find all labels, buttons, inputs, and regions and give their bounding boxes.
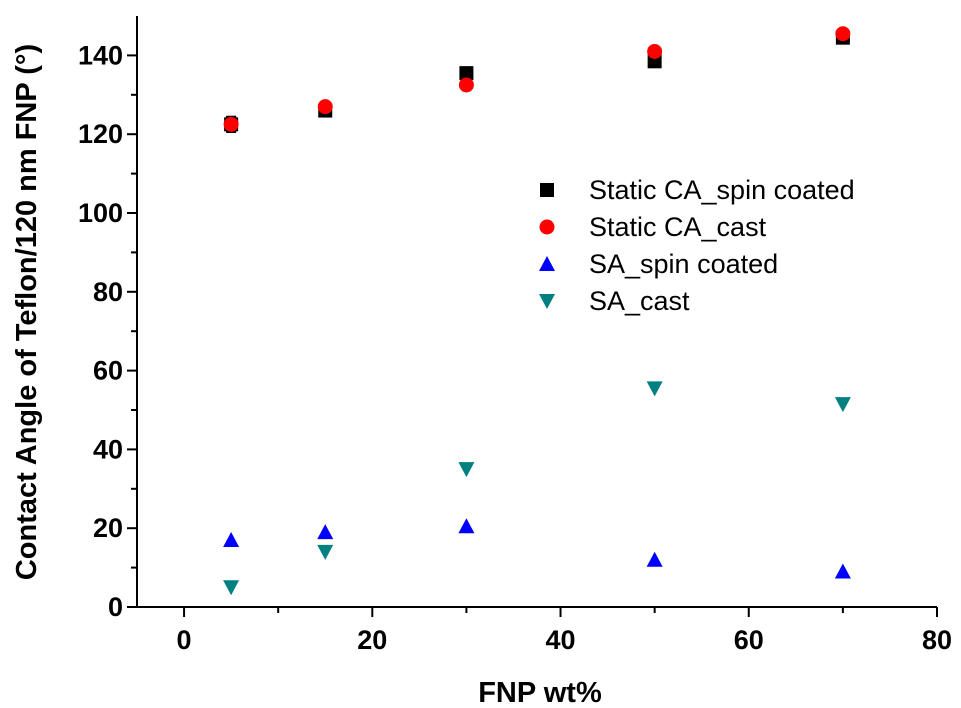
y-tick-label: 100	[78, 198, 123, 228]
legend-label: Static CA_spin coated	[589, 175, 855, 205]
x-tick-label: 60	[734, 625, 764, 655]
data-point	[223, 532, 240, 548]
data-series	[223, 26, 851, 596]
legend-label: SA_spin coated	[589, 249, 778, 279]
data-point	[647, 43, 663, 59]
data-point	[223, 580, 240, 596]
data-point	[317, 524, 334, 540]
y-tick-label: 40	[93, 434, 123, 464]
x-tick-label: 40	[546, 625, 576, 655]
data-point	[317, 99, 333, 115]
legend-label: Static CA_cast	[589, 212, 767, 242]
y-tick-label: 60	[93, 356, 123, 386]
y-tick-label: 80	[93, 277, 123, 307]
legend-marker	[540, 183, 554, 197]
y-tick-label: 120	[78, 119, 123, 149]
legend-marker	[539, 219, 555, 235]
y-tick-label: 20	[93, 513, 123, 543]
data-point	[458, 77, 474, 93]
data-point	[834, 563, 851, 579]
series-1	[223, 26, 851, 133]
data-point	[646, 381, 663, 397]
data-point	[458, 462, 475, 478]
legend-marker	[539, 294, 555, 309]
x-axis-ticks: 0 20 40 60 80	[177, 607, 952, 655]
series-3	[223, 381, 851, 596]
data-point	[458, 518, 475, 534]
series-2	[223, 518, 851, 579]
data-point	[459, 66, 474, 81]
legend: Static CA_spin coated Static CA_cast SA_sp…	[539, 175, 855, 316]
x-tick-label: 20	[357, 625, 387, 655]
data-point	[223, 116, 239, 132]
x-tick-label: 80	[922, 625, 952, 655]
x-axis-title: FNP wt%	[478, 677, 602, 708]
y-tick-label: 0	[108, 592, 123, 622]
data-point	[835, 26, 851, 42]
data-point	[646, 551, 663, 567]
axes	[136, 16, 937, 608]
legend-marker	[539, 256, 555, 271]
data-point	[834, 397, 851, 413]
legend-label: SA_cast	[589, 286, 690, 316]
y-tick-label: 140	[78, 40, 123, 70]
data-point	[317, 544, 334, 560]
y-axis-title: Contact Angle of Teflon/120 nm FNP (°)	[11, 44, 43, 580]
x-tick-label: 0	[177, 625, 192, 655]
y-axis-ticks: 0 20 40 60 80 100 120 140	[78, 40, 137, 622]
